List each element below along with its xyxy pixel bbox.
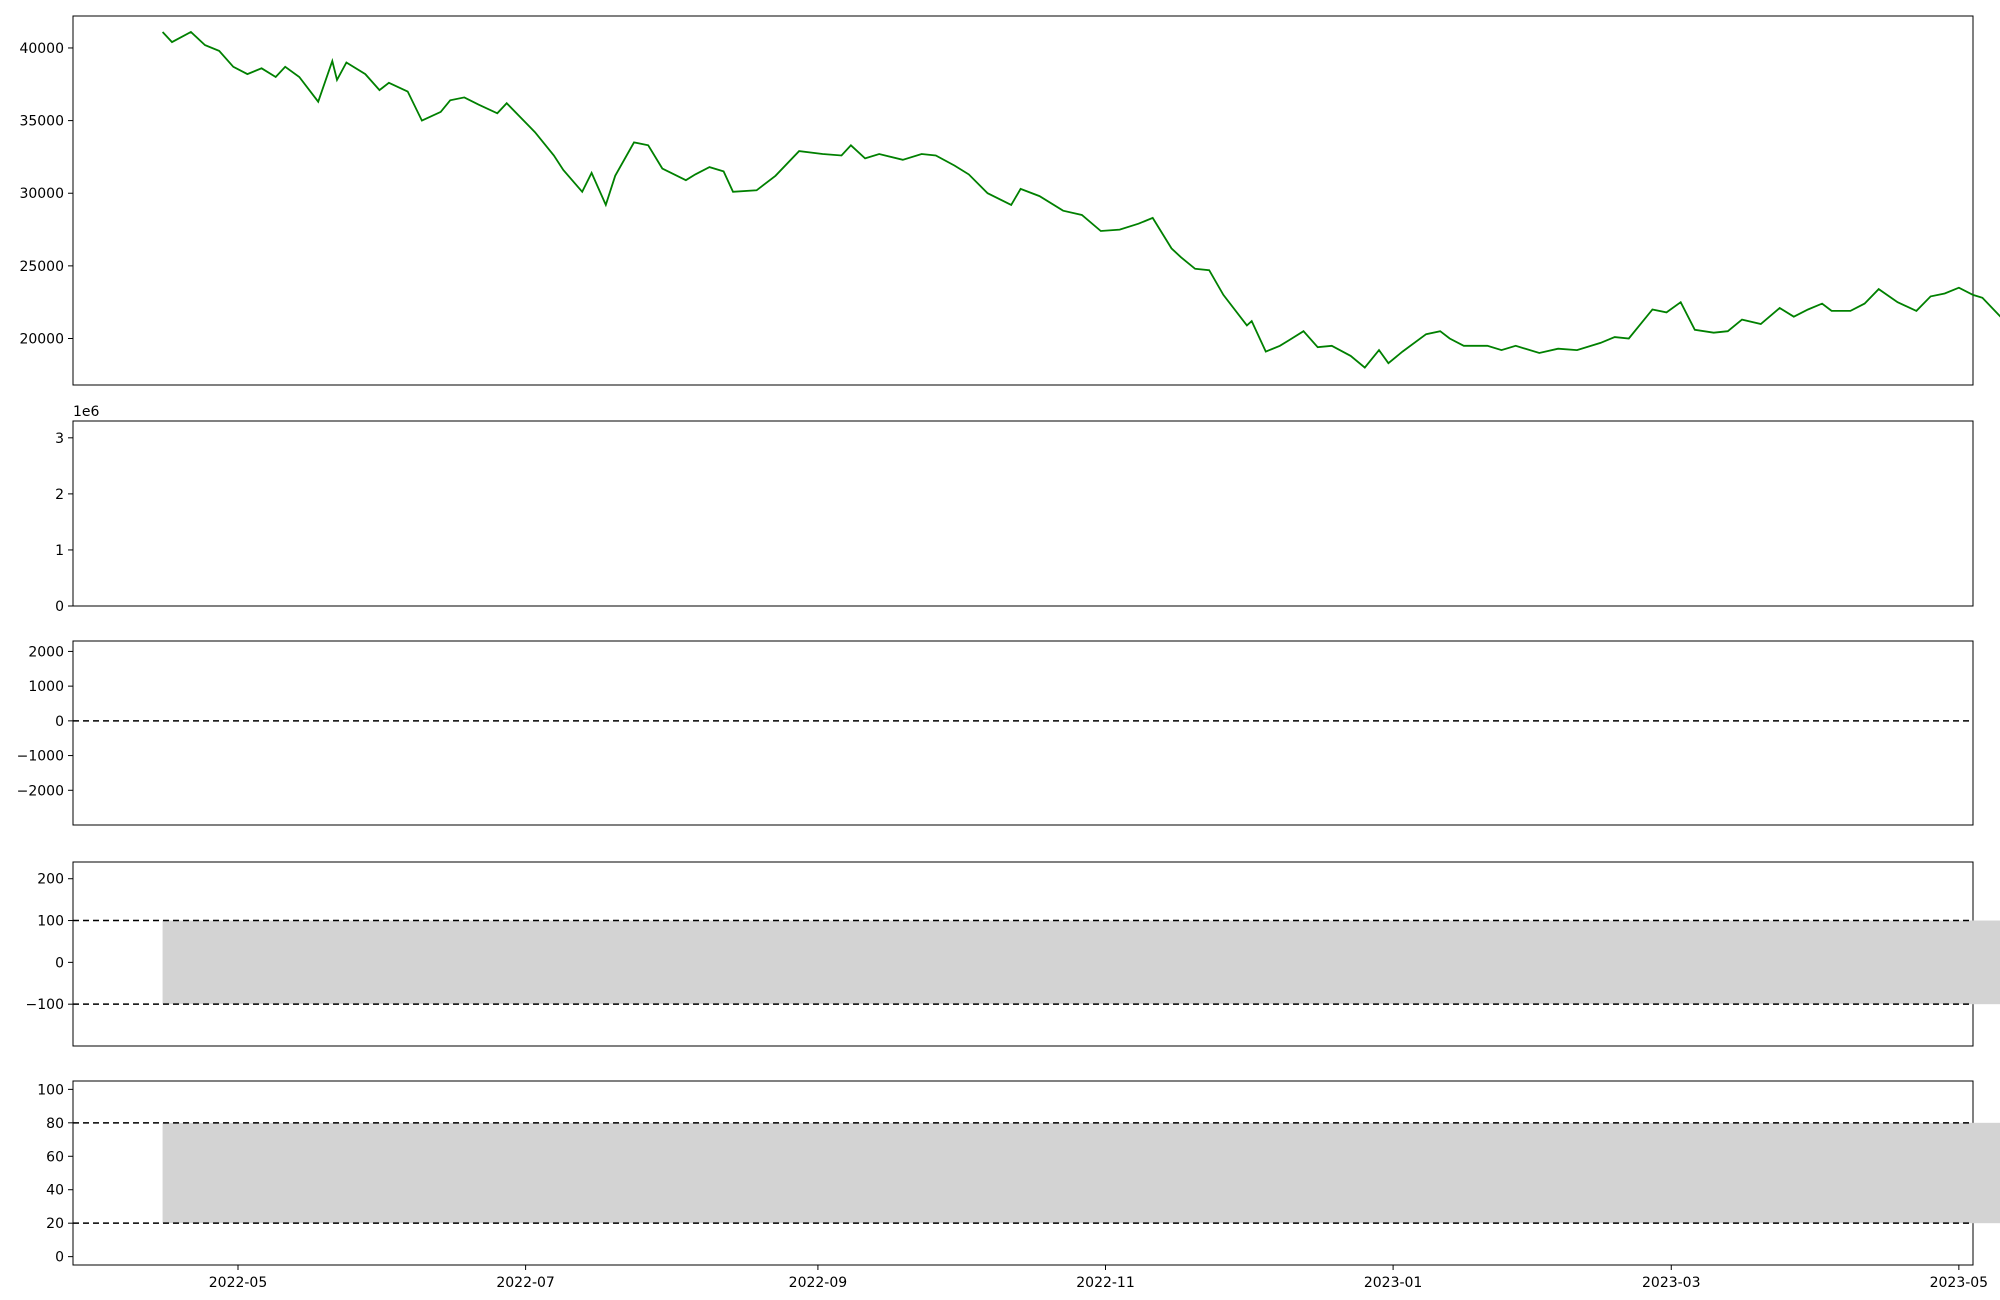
- cci-ytick-label: 100: [37, 914, 64, 930]
- price-line: [161, 30, 2000, 369]
- price-ytick-label: 20000: [19, 332, 64, 348]
- x-tick-label: 2022-09: [789, 1275, 848, 1291]
- macd-panel-frame: [72, 640, 1974, 826]
- price-ytick-label: 30000: [19, 186, 64, 202]
- x-tick-label: 2022-07: [496, 1275, 555, 1291]
- price-ytick-label: 25000: [19, 259, 64, 275]
- stochrsi-ytick-label: 60: [46, 1149, 64, 1165]
- macd-ytick-label: −2000: [17, 783, 64, 799]
- price-ytick-label: 40000: [19, 41, 64, 57]
- cci-neutral-band: [162, 920, 2000, 1005]
- price-ytick-label: 35000: [19, 114, 64, 130]
- macd-ytick-label: 1000: [28, 679, 64, 695]
- x-tick-label: 2022-11: [1076, 1275, 1135, 1291]
- volume-ytick-label: 2: [55, 487, 64, 503]
- stochrsi-neutral-band: [162, 1122, 2000, 1224]
- volume-panel-frame: [72, 420, 1974, 607]
- stochrsi-ytick-label: 40: [46, 1183, 64, 1199]
- macd-ytick-label: 2000: [28, 644, 64, 660]
- volume-exponent-label: 1e6: [73, 404, 100, 420]
- price-panel-frame: [72, 15, 1974, 386]
- cci-ytick-label: 0: [55, 955, 64, 971]
- volume-ytick-label: 0: [55, 599, 64, 615]
- x-tick-label: 2023-05: [1930, 1275, 1989, 1291]
- stochrsi-ytick-label: 80: [46, 1116, 64, 1132]
- volume-ytick-label: 3: [55, 431, 64, 447]
- stochrsi-ytick-label: 0: [55, 1250, 64, 1266]
- cci-ytick-label: −100: [26, 997, 64, 1013]
- volume-ytick-label: 1: [55, 543, 64, 559]
- cci-ytick-label: 200: [37, 872, 64, 888]
- stochrsi-ytick-label: 100: [37, 1082, 64, 1098]
- x-tick-label: 2023-03: [1642, 1275, 1701, 1291]
- macd-ytick-label: 0: [55, 714, 64, 730]
- x-tick-label: 2022-05: [209, 1275, 268, 1291]
- stochrsi-ytick-label: 20: [46, 1216, 64, 1232]
- macd-ytick-label: −1000: [17, 749, 64, 765]
- x-tick-label: 2023-01: [1364, 1275, 1423, 1291]
